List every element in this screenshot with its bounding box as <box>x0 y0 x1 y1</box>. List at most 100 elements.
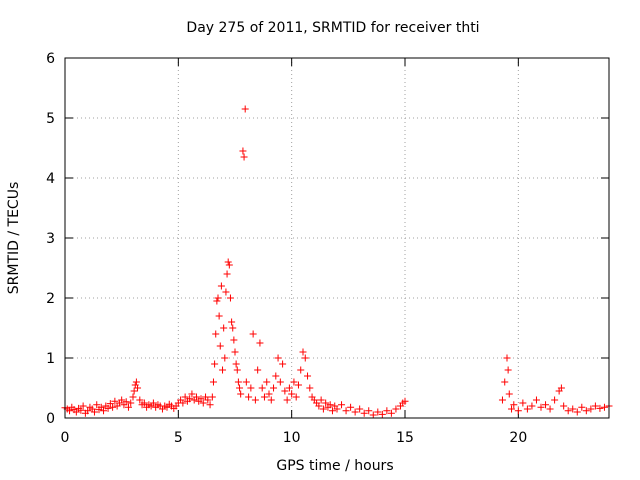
data-point <box>212 330 220 338</box>
data-point <box>315 402 323 410</box>
y-tick-label: 0 <box>46 411 55 427</box>
data-point <box>97 403 105 411</box>
data-point <box>532 396 540 404</box>
data-point <box>237 390 245 398</box>
data-point <box>228 318 236 326</box>
data-point <box>292 393 300 401</box>
data-point <box>557 384 565 392</box>
data-point <box>285 384 293 392</box>
data-point <box>276 378 284 386</box>
data-point <box>249 330 257 338</box>
data-point <box>109 403 117 411</box>
data-point <box>122 398 130 406</box>
y-tick-label: 6 <box>46 51 55 67</box>
x-tick-label: 0 <box>61 430 70 446</box>
data-point <box>537 403 545 411</box>
data-point <box>72 408 80 416</box>
data-point <box>225 261 233 269</box>
data-point <box>226 294 234 302</box>
data-point <box>206 401 214 409</box>
data-point <box>222 288 230 296</box>
data-point <box>247 384 255 392</box>
data-point <box>374 408 382 416</box>
data-point <box>573 408 581 416</box>
data-point <box>326 401 334 409</box>
data-point <box>342 407 350 415</box>
data-point <box>304 372 312 380</box>
data-point <box>245 393 253 401</box>
data-point <box>528 402 536 410</box>
data-point <box>241 105 249 113</box>
x-axis-title: GPS time / hours <box>276 458 393 474</box>
data-point <box>591 402 599 410</box>
x-tick-label: 10 <box>283 430 301 446</box>
data-point <box>294 381 302 389</box>
data-point <box>317 396 325 404</box>
data-point <box>256 339 264 347</box>
data-point <box>270 384 278 392</box>
data-point <box>360 409 368 417</box>
data-point <box>129 393 137 401</box>
data-point <box>596 404 604 412</box>
data-point <box>214 294 222 302</box>
data-point <box>498 396 506 404</box>
data-point <box>136 396 144 404</box>
data-point <box>578 403 586 411</box>
data-point <box>77 406 85 414</box>
data-point <box>508 405 516 413</box>
data-point <box>319 405 327 413</box>
data-point <box>90 408 98 416</box>
data-point <box>239 147 247 155</box>
x-tick-label: 20 <box>509 430 527 446</box>
data-point <box>209 378 217 386</box>
data-point <box>263 378 271 386</box>
data-point <box>328 407 336 415</box>
y-axis-title: SRMTID / TECUs <box>6 182 22 295</box>
data-point <box>204 396 212 404</box>
plot-frame <box>64 57 610 419</box>
data-point <box>288 390 296 398</box>
data-points <box>61 105 613 419</box>
data-point <box>229 324 237 332</box>
data-point <box>297 366 305 374</box>
data-point <box>192 393 200 401</box>
data-point <box>213 297 221 305</box>
data-point <box>111 397 119 405</box>
data-point <box>265 390 273 398</box>
data-point <box>118 396 126 404</box>
data-point <box>242 378 250 386</box>
data-point <box>220 324 228 332</box>
data-point <box>551 396 559 404</box>
data-point <box>299 348 307 356</box>
data-point <box>503 354 511 362</box>
data-point <box>79 402 87 410</box>
data-point <box>514 407 522 415</box>
data-point <box>281 387 289 395</box>
data-point <box>306 384 314 392</box>
data-point <box>208 393 216 401</box>
data-point <box>401 397 409 405</box>
data-point <box>351 408 359 416</box>
data-point <box>149 399 157 407</box>
data-point <box>260 393 268 401</box>
data-point <box>322 399 330 407</box>
data-point <box>387 409 395 417</box>
data-point <box>383 407 391 415</box>
data-point <box>197 395 205 403</box>
data-point <box>106 400 114 408</box>
data-point <box>338 401 346 409</box>
data-point <box>546 405 554 413</box>
data-point <box>132 378 140 386</box>
data-point <box>267 396 275 404</box>
data-point <box>104 404 112 412</box>
data-point <box>217 282 225 290</box>
data-point <box>564 407 572 415</box>
data-point <box>272 372 280 380</box>
data-point <box>369 411 377 419</box>
data-point <box>186 395 194 403</box>
data-point <box>523 405 531 413</box>
data-point <box>233 366 241 374</box>
data-point <box>230 336 238 344</box>
data-point <box>569 405 577 413</box>
data-point <box>587 405 595 413</box>
